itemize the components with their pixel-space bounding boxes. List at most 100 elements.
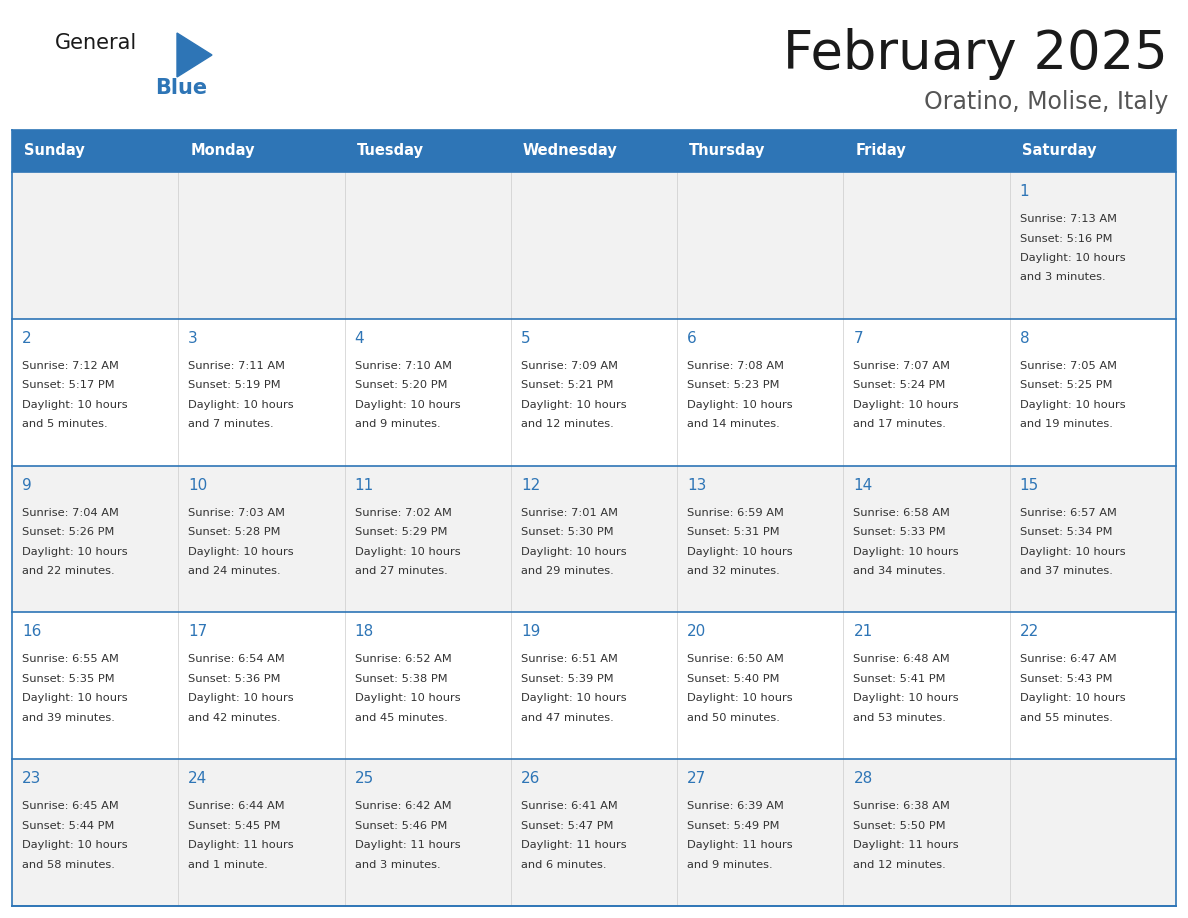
Text: and 12 minutes.: and 12 minutes.	[853, 859, 946, 869]
Text: and 9 minutes.: and 9 minutes.	[687, 859, 772, 869]
Text: February 2025: February 2025	[783, 28, 1168, 80]
Text: Sunrise: 6:54 AM: Sunrise: 6:54 AM	[188, 655, 285, 665]
Bar	[345, 612, 511, 759]
Text: and 42 minutes.: and 42 minutes.	[188, 713, 280, 722]
Bar	[178, 319, 345, 465]
Text: Sunrise: 7:09 AM: Sunrise: 7:09 AM	[520, 361, 618, 371]
Text: 8: 8	[1019, 330, 1029, 346]
Bar	[12, 465, 178, 612]
Text: Sunrise: 7:03 AM: Sunrise: 7:03 AM	[188, 508, 285, 518]
Text: Daylight: 10 hours: Daylight: 10 hours	[1019, 400, 1125, 409]
Text: Daylight: 10 hours: Daylight: 10 hours	[853, 693, 959, 703]
Text: Daylight: 10 hours: Daylight: 10 hours	[520, 693, 626, 703]
Text: Sunrise: 6:44 AM: Sunrise: 6:44 AM	[188, 801, 285, 812]
Bar	[843, 465, 1010, 612]
Text: Sunrise: 7:04 AM: Sunrise: 7:04 AM	[23, 508, 119, 518]
Text: Sunset: 5:29 PM: Sunset: 5:29 PM	[354, 527, 447, 537]
Bar	[178, 759, 345, 906]
Text: Sunset: 5:34 PM: Sunset: 5:34 PM	[1019, 527, 1112, 537]
Bar	[511, 465, 677, 612]
Bar	[345, 319, 511, 465]
Text: Sunset: 5:25 PM: Sunset: 5:25 PM	[1019, 380, 1112, 390]
Text: Sunrise: 6:51 AM: Sunrise: 6:51 AM	[520, 655, 618, 665]
Text: Daylight: 10 hours: Daylight: 10 hours	[23, 693, 127, 703]
Bar	[677, 172, 843, 319]
Text: Daylight: 10 hours: Daylight: 10 hours	[23, 546, 127, 556]
Bar	[178, 465, 345, 612]
Text: 25: 25	[354, 771, 374, 786]
Text: Sunrise: 6:55 AM: Sunrise: 6:55 AM	[23, 655, 119, 665]
Bar	[12, 130, 1176, 172]
Text: Daylight: 10 hours: Daylight: 10 hours	[520, 400, 626, 409]
Text: Sunset: 5:44 PM: Sunset: 5:44 PM	[23, 821, 114, 831]
Text: Sunrise: 6:58 AM: Sunrise: 6:58 AM	[853, 508, 950, 518]
Text: Sunrise: 7:05 AM: Sunrise: 7:05 AM	[1019, 361, 1117, 371]
Text: Sunrise: 7:01 AM: Sunrise: 7:01 AM	[520, 508, 618, 518]
Text: and 27 minutes.: and 27 minutes.	[354, 566, 448, 577]
Text: Daylight: 10 hours: Daylight: 10 hours	[853, 400, 959, 409]
Text: Daylight: 10 hours: Daylight: 10 hours	[354, 693, 460, 703]
Bar	[677, 612, 843, 759]
Text: 3: 3	[188, 330, 198, 346]
Text: Tuesday: Tuesday	[356, 143, 424, 159]
Text: Sunset: 5:39 PM: Sunset: 5:39 PM	[520, 674, 613, 684]
Bar	[345, 465, 511, 612]
Text: 5: 5	[520, 330, 531, 346]
Text: 2: 2	[23, 330, 32, 346]
Bar	[12, 319, 178, 465]
Text: Sunrise: 7:10 AM: Sunrise: 7:10 AM	[354, 361, 451, 371]
Text: and 12 minutes.: and 12 minutes.	[520, 420, 614, 430]
Text: 16: 16	[23, 624, 42, 640]
Text: Sunrise: 6:42 AM: Sunrise: 6:42 AM	[354, 801, 451, 812]
Text: Sunrise: 6:45 AM: Sunrise: 6:45 AM	[23, 801, 119, 812]
Bar	[178, 172, 345, 319]
Text: Daylight: 10 hours: Daylight: 10 hours	[520, 546, 626, 556]
Text: Daylight: 10 hours: Daylight: 10 hours	[23, 840, 127, 850]
Polygon shape	[177, 33, 211, 77]
Text: and 45 minutes.: and 45 minutes.	[354, 713, 448, 722]
Text: and 53 minutes.: and 53 minutes.	[853, 713, 947, 722]
Text: Sunrise: 6:48 AM: Sunrise: 6:48 AM	[853, 655, 950, 665]
Text: Daylight: 10 hours: Daylight: 10 hours	[354, 400, 460, 409]
Text: Sunrise: 7:07 AM: Sunrise: 7:07 AM	[853, 361, 950, 371]
Text: Saturday: Saturday	[1022, 143, 1097, 159]
Text: 28: 28	[853, 771, 873, 786]
Text: 10: 10	[188, 477, 208, 493]
Text: 17: 17	[188, 624, 208, 640]
Text: 20: 20	[687, 624, 707, 640]
Text: Daylight: 11 hours: Daylight: 11 hours	[853, 840, 959, 850]
Text: Sunrise: 7:12 AM: Sunrise: 7:12 AM	[23, 361, 119, 371]
Text: Daylight: 10 hours: Daylight: 10 hours	[188, 693, 293, 703]
Bar	[843, 172, 1010, 319]
Bar	[511, 612, 677, 759]
Text: 9: 9	[23, 477, 32, 493]
Text: and 7 minutes.: and 7 minutes.	[188, 420, 274, 430]
Text: Daylight: 10 hours: Daylight: 10 hours	[1019, 253, 1125, 263]
Text: 18: 18	[354, 624, 374, 640]
Text: 27: 27	[687, 771, 707, 786]
Bar	[1010, 759, 1176, 906]
Text: Sunset: 5:23 PM: Sunset: 5:23 PM	[687, 380, 779, 390]
Text: and 1 minute.: and 1 minute.	[188, 859, 268, 869]
Bar	[843, 319, 1010, 465]
Text: Sunrise: 6:39 AM: Sunrise: 6:39 AM	[687, 801, 784, 812]
Text: Sunset: 5:20 PM: Sunset: 5:20 PM	[354, 380, 447, 390]
Text: and 29 minutes.: and 29 minutes.	[520, 566, 614, 577]
Text: Sunset: 5:17 PM: Sunset: 5:17 PM	[23, 380, 114, 390]
Text: and 24 minutes.: and 24 minutes.	[188, 566, 280, 577]
Text: Daylight: 10 hours: Daylight: 10 hours	[687, 546, 792, 556]
Text: and 39 minutes.: and 39 minutes.	[23, 713, 115, 722]
Text: Daylight: 10 hours: Daylight: 10 hours	[354, 546, 460, 556]
Text: and 32 minutes.: and 32 minutes.	[687, 566, 779, 577]
Text: Sunset: 5:31 PM: Sunset: 5:31 PM	[687, 527, 779, 537]
Bar	[12, 759, 178, 906]
Text: Daylight: 10 hours: Daylight: 10 hours	[1019, 546, 1125, 556]
Bar	[345, 172, 511, 319]
Text: Sunrise: 6:41 AM: Sunrise: 6:41 AM	[520, 801, 618, 812]
Text: Sunrise: 6:38 AM: Sunrise: 6:38 AM	[853, 801, 950, 812]
Text: Sunset: 5:43 PM: Sunset: 5:43 PM	[1019, 674, 1112, 684]
Text: Sunset: 5:16 PM: Sunset: 5:16 PM	[1019, 233, 1112, 243]
Text: Sunset: 5:36 PM: Sunset: 5:36 PM	[188, 674, 280, 684]
Text: Daylight: 10 hours: Daylight: 10 hours	[1019, 693, 1125, 703]
Bar	[677, 319, 843, 465]
